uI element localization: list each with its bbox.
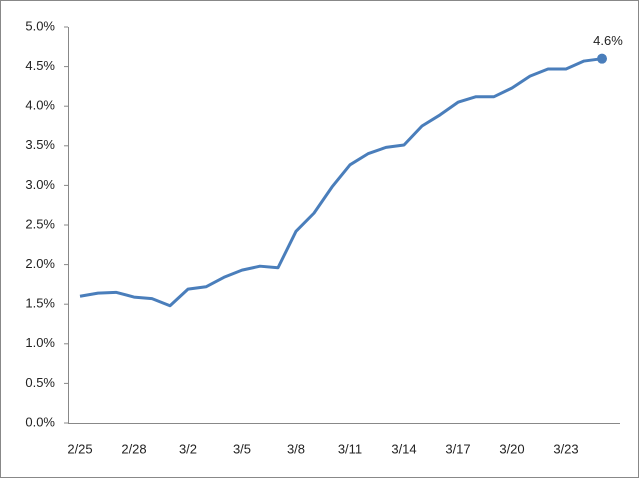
- y-tick-label: 4.0%: [25, 98, 55, 113]
- x-tick-label: 3/17: [445, 441, 470, 456]
- y-tick-label: 0.0%: [25, 414, 55, 429]
- y-tick-label: 1.5%: [25, 296, 55, 311]
- line-series: [79, 57, 603, 308]
- x-tick-label: 3/23: [553, 441, 578, 456]
- y-tick-label: 0.5%: [25, 375, 55, 390]
- y-tick-label: 3.0%: [25, 177, 55, 192]
- point-marker: [597, 53, 607, 64]
- x-tick-label: 3/11: [338, 441, 362, 456]
- x-tick-label: 3/14: [391, 441, 416, 456]
- y-tick-label: 1.0%: [25, 335, 55, 350]
- x-tick-label: 3/20: [499, 441, 524, 456]
- x-tick-label: 3/2: [179, 441, 197, 456]
- y-tick-label: 2.5%: [25, 216, 55, 231]
- y-tick-label: 5.0%: [25, 18, 55, 33]
- y-tick-label: 3.5%: [25, 137, 55, 152]
- y-tick-label: 4.5%: [25, 58, 55, 73]
- data-label: 4.6%: [593, 33, 623, 48]
- y-tick-label: 2.0%: [25, 256, 55, 271]
- x-tick-label: 2/25: [67, 441, 92, 456]
- x-tick-label: 2/28: [121, 441, 146, 456]
- x-tick-label: 3/8: [287, 441, 305, 456]
- x-tick-label: 3/5: [233, 441, 251, 456]
